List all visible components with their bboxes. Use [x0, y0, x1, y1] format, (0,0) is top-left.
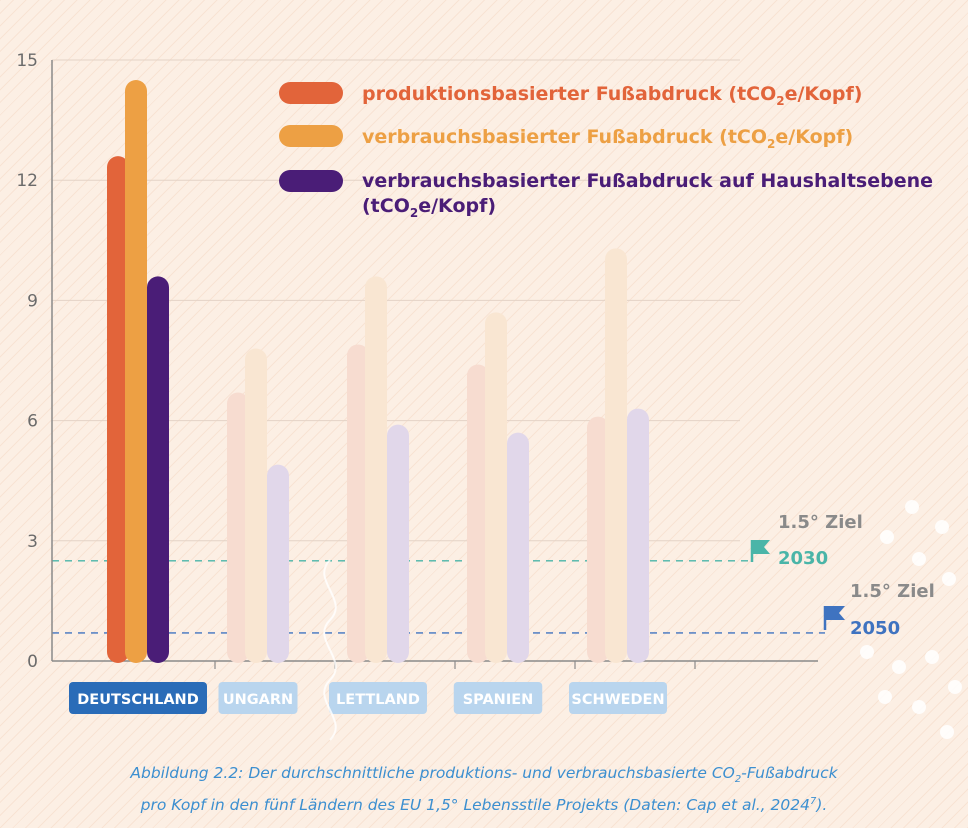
legend-label-household-line2: (tCO2e/Kopf) — [362, 195, 496, 220]
y-tick-labels: 0 3 6 9 12 15 — [16, 51, 38, 672]
bar-deutschland-series-2 — [125, 80, 147, 664]
caption-line-2: pro Kopf in den fünf Ländern des EU 1,5°… — [140, 796, 828, 815]
bar-ungarn-series-1 — [227, 392, 249, 663]
target-2030: 1.5° Ziel 2030 — [750, 512, 863, 569]
y-tick-label: 9 — [27, 291, 38, 311]
bar-deutschland-series-1 — [107, 156, 129, 663]
dot — [880, 530, 894, 544]
category-labels: DEUTSCHLAND UNGARN LETTLAND SPANIEN SCHWEDEN — [69, 682, 667, 714]
bar-schweden-series-3 — [627, 408, 649, 663]
dot — [905, 500, 919, 514]
target-2030-label: 1.5° Ziel — [778, 512, 863, 533]
dot — [912, 552, 926, 566]
flag-2050-icon — [823, 606, 845, 630]
target-2050-label: 1.5° Ziel — [850, 581, 935, 602]
category-label-bg — [569, 682, 667, 714]
bar-lettland-series-3 — [387, 424, 409, 663]
dot — [925, 650, 939, 664]
bar-spanien-series-1 — [467, 364, 489, 663]
bar-ungarn-series-3 — [267, 464, 289, 663]
target-2050-year: 2050 — [850, 618, 900, 639]
category-label-bg — [218, 682, 298, 714]
legend-label-household-line1: verbrauchsbasierter Fußabdruck auf Haush… — [362, 170, 933, 192]
target-2030-year: 2030 — [778, 548, 828, 569]
bars — [107, 80, 649, 664]
legend-label-consumption: verbrauchsbasierter Fußabdruck (tCO2e/Ko… — [362, 126, 853, 151]
y-tick-label: 0 — [27, 652, 38, 672]
bar-lettland-series-1 — [347, 344, 369, 663]
bar-spanien-series-3 — [507, 432, 529, 663]
y-tick-label: 12 — [16, 171, 38, 191]
category-label-spanien: SPANIEN — [463, 692, 534, 708]
category-label-bg — [329, 682, 427, 714]
figure-caption: Abbildung 2.2: Der durchschnittliche pro… — [40, 762, 928, 816]
category-label-schweden: SCHWEDEN — [571, 692, 664, 708]
y-tick-label: 3 — [27, 532, 38, 552]
bar-deutschland-series-3 — [147, 276, 169, 663]
dot — [948, 680, 962, 694]
legend-swatch-household — [279, 170, 343, 192]
decorative-squiggle — [323, 559, 337, 741]
bar-schweden-series-1 — [587, 416, 609, 663]
category-label-lettland: LETTLAND — [336, 692, 420, 708]
dot — [940, 725, 954, 739]
category-label-bg — [453, 682, 543, 714]
category-label-ungarn: UNGARN — [223, 692, 293, 708]
dot — [892, 660, 906, 674]
bar-spanien-series-2 — [485, 312, 507, 663]
axes — [51, 60, 818, 669]
legend-swatch-consumption — [279, 125, 343, 147]
caption-line-1: Abbildung 2.2: Der durchschnittliche pro… — [130, 764, 838, 786]
legend-label-production: produktionsbasierter Fußabdruck (tCO2e/K… — [362, 83, 862, 108]
flag-2030-icon — [750, 540, 770, 562]
bar-ungarn-series-2 — [245, 348, 267, 663]
bar-schweden-series-2 — [605, 248, 627, 663]
dot — [912, 700, 926, 714]
bar-lettland-series-2 — [365, 276, 387, 663]
legend-swatch-production — [279, 82, 343, 104]
target-2050: 1.5° Ziel 2050 — [823, 581, 935, 639]
dot — [935, 520, 949, 534]
category-label-bg — [69, 682, 207, 714]
y-tick-label: 15 — [16, 51, 38, 71]
dot — [878, 690, 892, 704]
legend: produktionsbasierter Fußabdruck (tCO2e/K… — [279, 82, 933, 220]
y-tick-label: 6 — [27, 412, 38, 432]
dot — [942, 572, 956, 586]
category-label-deutschland: DEUTSCHLAND — [77, 692, 198, 708]
dot — [860, 645, 874, 659]
